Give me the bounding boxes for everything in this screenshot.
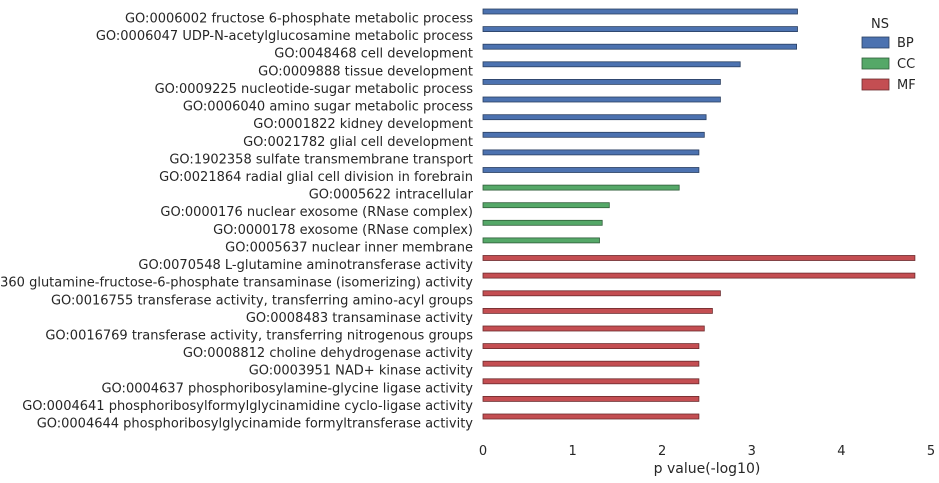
category-label: GO:0001822 kidney development (253, 117, 473, 132)
category-label: GO:0004644 phosphoribosylglycinamide for… (37, 417, 474, 432)
bar-bp-4 (482, 79, 721, 85)
bar-mf-21 (482, 378, 700, 385)
bar-mf-19 (482, 343, 700, 350)
x-tick-label: 3 (748, 444, 756, 459)
category-label: GO:0003951 NAD+ kinase activity (249, 364, 474, 379)
category-label: GO:0004360 glutamine-fructose-6-phosphat… (0, 276, 473, 291)
legend-label-bp: BP (897, 36, 914, 51)
legend-title: NS (871, 17, 889, 32)
bar-mf-18 (482, 325, 705, 332)
bar-cc-13 (482, 237, 600, 244)
bars-group (482, 8, 916, 420)
bar-cc-12 (482, 219, 603, 226)
bar-cc-10 (482, 184, 680, 191)
category-labels-group: GO:0006002 fructose 6-phosphate metaboli… (0, 12, 474, 432)
bar-bp-9 (482, 167, 700, 173)
bar-bp-3 (482, 61, 741, 68)
legend-swatch-cc (861, 57, 890, 70)
category-label: GO:0004637 phosphoribosylamine-glycine l… (101, 381, 473, 396)
category-label: GO:0021864 radial glial cell division in… (159, 170, 473, 185)
bar-mf-23 (482, 413, 700, 420)
bar-bp-0 (482, 8, 798, 15)
category-label: GO:0016755 transferase activity, transfe… (51, 293, 473, 308)
category-label: GO:0005622 intracellular (309, 188, 474, 203)
category-label: GO:0006002 fructose 6-phosphate metaboli… (125, 12, 473, 27)
bar-mf-14 (482, 255, 916, 261)
category-label: GO:1902358 sulfate transmembrane transpo… (169, 152, 473, 167)
category-label: GO:0008812 choline dehydrogenase activit… (183, 346, 473, 361)
x-tick-label: 0 (479, 444, 487, 459)
legend: NS BP CC MF (861, 17, 916, 93)
x-tick-labels-group: 0 1 2 3 4 5 (479, 444, 935, 459)
bar-bp-2 (482, 43, 798, 50)
bar-mf-22 (482, 395, 700, 402)
x-tick-label: 4 (837, 444, 845, 459)
category-label: GO:0006040 amino sugar metabolic process (183, 100, 473, 115)
bar-bp-6 (482, 114, 707, 121)
x-tick-label: 1 (568, 444, 576, 459)
legend-swatch-bp (861, 36, 890, 49)
bar-bp-5 (482, 96, 721, 103)
legend-label-cc: CC (897, 57, 915, 72)
category-label: GO:0016769 transferase activity, transfe… (45, 328, 473, 343)
x-axis-label: p value(-log10) (654, 461, 761, 477)
category-label: GO:0005637 nuclear inner membrane (225, 240, 473, 255)
category-label: GO:0021782 glial cell development (243, 135, 473, 150)
bar-cc-11 (482, 202, 610, 209)
bar-mf-15 (482, 272, 916, 279)
legend-swatch-mf (861, 78, 890, 91)
bar-mf-20 (482, 360, 700, 367)
category-label: GO:0006047 UDP-N-acetylglucosamine metab… (96, 29, 473, 44)
category-label: GO:0048468 cell development (274, 47, 473, 62)
bar-bp-7 (482, 131, 705, 138)
category-label: GO:0004641 phosphoribosylformylglycinami… (22, 399, 473, 414)
category-label: GO:0000178 exosome (RNase complex) (213, 223, 473, 238)
category-label: GO:0009888 tissue development (258, 64, 473, 79)
bar-bp-8 (482, 149, 700, 156)
legend-label-mf: MF (897, 78, 916, 93)
category-label: GO:0000176 nuclear exosome (RNase comple… (160, 205, 473, 220)
bar-bp-1 (482, 26, 798, 33)
category-label: GO:0070548 L-glutamine aminotransferase … (138, 258, 473, 273)
bar-mf-16 (482, 290, 721, 297)
x-tick-label: 5 (927, 444, 935, 459)
x-tick-label: 2 (658, 444, 666, 459)
category-label: GO:0008483 transaminase activity (246, 311, 473, 326)
category-label: GO:0009225 nucleotide-sugar metabolic pr… (155, 82, 474, 97)
bar-mf-17 (482, 307, 713, 314)
